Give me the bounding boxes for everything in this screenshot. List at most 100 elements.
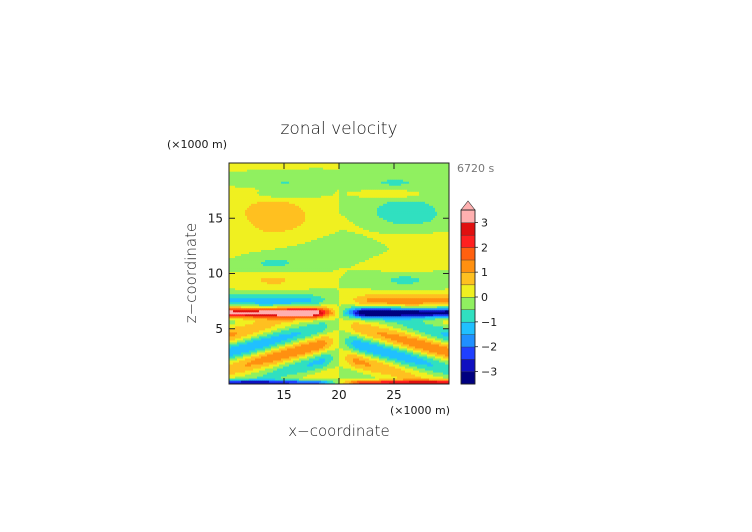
field-cell [345,365,348,369]
field-cell [283,315,286,319]
field-cell [231,309,234,313]
field-cell [317,355,320,359]
field-cell [355,325,358,329]
field-cell [441,299,444,303]
field-cell [417,357,420,361]
field-cell [275,355,278,359]
field-cell [229,377,232,381]
field-cell [369,327,372,331]
field-cell [243,323,246,327]
field-cell [355,365,358,369]
field-cell [405,357,408,361]
field-cell [277,345,280,349]
field-cell [289,355,292,359]
field-cell [233,381,236,384]
field-cell [351,307,354,311]
field-cell [379,379,382,383]
field-cell [403,381,406,384]
field-cell [255,319,258,323]
field-cell [319,327,322,331]
field-cell [363,331,366,335]
field-cell [263,305,266,309]
field-cell [343,373,346,377]
field-cell [237,321,240,325]
field-cell [255,331,258,335]
field-cell [329,337,332,341]
field-cell [255,353,258,357]
field-cell [369,381,372,384]
field-cell [309,301,312,305]
field-cell [235,375,238,379]
field-cell [387,311,390,315]
field-cell [413,325,416,329]
field-cell [349,325,352,329]
field-cell [391,301,394,305]
field-cell [419,323,422,327]
field-cell [311,337,314,341]
field-cell [293,345,296,349]
field-cell [415,329,418,333]
field-cell [293,361,296,365]
field-cell [391,377,394,381]
field-cell [341,331,344,335]
field-cell [439,313,442,317]
field-cell [253,329,256,333]
field-cell [417,299,420,303]
field-cell [435,335,438,339]
field-cell [231,311,234,315]
field-cell [243,345,246,349]
field-cell [445,335,448,339]
field-cell [295,347,298,351]
field-cell [319,343,322,347]
field-cell [309,307,312,311]
field-cell [301,365,304,369]
field-cell [389,299,392,303]
field-cell [383,361,386,365]
field-cell [381,333,384,337]
field-cell [369,335,372,339]
field-cell [445,317,448,321]
field-cell [341,333,344,337]
field-cell [397,341,400,345]
field-cell [335,353,338,357]
field-cell [419,303,422,307]
field-cell [239,349,242,353]
field-cell [369,303,372,307]
field-cell [353,359,356,363]
field-cell [357,343,360,347]
field-cell [411,375,414,379]
field-cell [373,317,376,321]
field-cell [327,301,330,305]
field-cell [339,363,342,367]
field-cell [229,333,232,337]
field-cell [385,303,388,307]
field-cell [411,377,414,381]
field-cell [269,357,272,361]
field-cell [305,371,308,375]
field-cell [273,365,276,369]
field-cell [335,371,338,375]
field-cell [347,331,350,335]
field-cell [425,321,428,325]
field-cell [249,311,252,315]
field-cell [397,369,400,373]
field-cell [383,351,386,355]
field-cell [397,295,400,299]
field-cell [263,371,266,375]
field-cell [283,319,286,323]
field-cell [235,297,238,301]
field-cell [389,377,392,381]
field-cell [283,343,286,347]
field-cell [301,375,304,379]
field-cell [387,381,390,384]
field-cell [277,319,280,323]
field-cell [341,369,344,373]
field-cell [283,301,286,305]
field-cell [323,357,326,361]
field-cell [239,307,242,311]
field-cell [399,341,402,345]
field-cell [235,369,238,373]
field-cell [407,369,410,373]
field-cell [247,319,250,323]
field-cell [307,331,310,335]
